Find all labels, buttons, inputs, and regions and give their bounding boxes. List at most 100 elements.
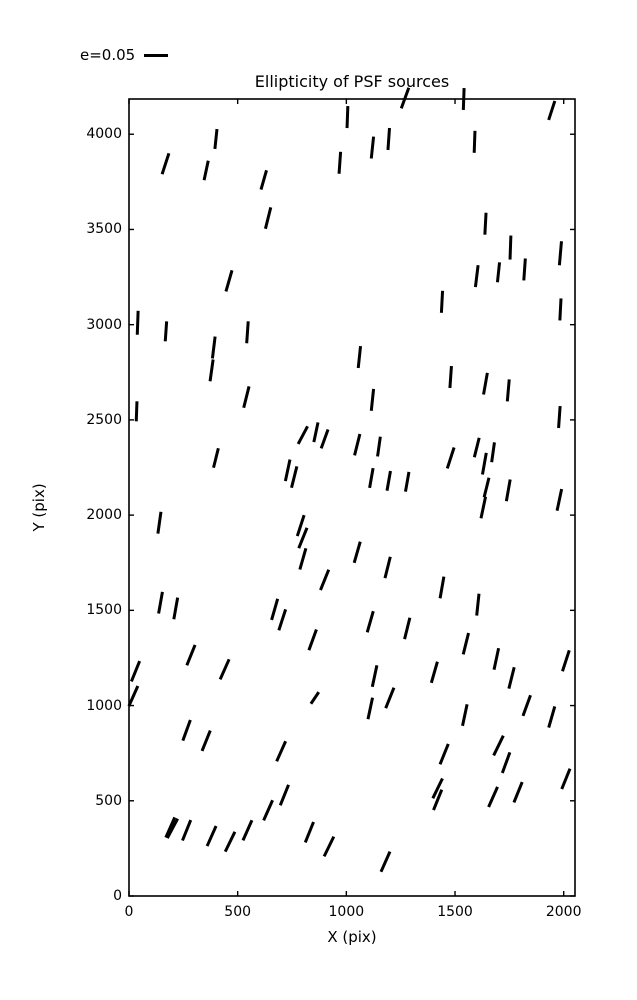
whisker-segment [508, 235, 513, 260]
whisker-segment [475, 593, 481, 616]
whisker-segment [500, 751, 512, 774]
whisker-segment [505, 379, 511, 402]
y-tick-label: 500 [95, 792, 122, 809]
whisker-segment [163, 321, 169, 342]
whisker-segment [385, 470, 392, 491]
whisker-segment [369, 136, 376, 159]
whisker-segment [210, 336, 217, 359]
whisker-segment [399, 87, 411, 109]
whisker-segment [278, 784, 290, 806]
whisker-segment [224, 269, 234, 292]
whisker-segment [369, 388, 376, 411]
whisker-segment [445, 447, 456, 469]
y-tick-label: 1000 [86, 697, 122, 714]
legend-label: e=0.05 [80, 46, 136, 64]
whisker-segment [512, 781, 524, 803]
whisker-segment [561, 649, 571, 672]
whisker-segment [438, 576, 446, 599]
whisker-segment [297, 527, 309, 549]
whisker-segment [270, 598, 280, 621]
whisker-segment [127, 685, 140, 707]
whisker-segment [242, 386, 251, 409]
whisker-segment [432, 789, 444, 811]
y-tick-label: 1500 [86, 602, 122, 619]
whisker-segment [403, 471, 411, 492]
whisker-segment [283, 459, 292, 482]
whisker-segment [557, 405, 562, 429]
whisker-segment [558, 298, 563, 321]
whisker-segment [438, 743, 450, 765]
whisker-segment [352, 541, 362, 564]
y-tick-label: 3500 [86, 221, 122, 238]
whisker-segment [172, 597, 180, 620]
whisker-segment [164, 816, 177, 839]
whisker-segment [403, 617, 412, 640]
whisker-segment [507, 666, 516, 689]
whisker-segment [337, 151, 343, 174]
whisker-segment [245, 321, 250, 344]
whisker-segment [156, 511, 163, 534]
whisker-segment [212, 447, 220, 469]
whisker-segment [429, 661, 439, 684]
whisker-segment [165, 817, 179, 839]
whisker-segment [181, 819, 193, 842]
whisker-segment [379, 851, 392, 873]
y-tick-label: 3000 [86, 316, 122, 333]
whisker-segment [356, 345, 363, 369]
whisker-segment [461, 632, 471, 655]
whisker-segment [322, 835, 336, 858]
whisker-segment [521, 694, 532, 717]
whisker-segment [366, 697, 375, 720]
whisker-segment [185, 644, 197, 666]
y-tick-label: 2000 [86, 507, 122, 524]
y-axis-title: Y (pix) [30, 483, 48, 532]
whisker-segment [472, 130, 477, 153]
whisker-segment [202, 160, 210, 181]
whisker-segment [504, 479, 512, 502]
whisker-segment [384, 687, 396, 709]
whisker-segment [309, 691, 320, 705]
x-tick-label: 1000 [328, 904, 365, 920]
x-tick-label: 2000 [545, 904, 582, 920]
whisker-segment [492, 647, 501, 670]
whisker-segment [461, 704, 469, 727]
whisker-segment [223, 831, 237, 853]
whisker-segment [200, 730, 212, 752]
whisker-segment [130, 660, 142, 683]
whisker-segment [555, 488, 564, 511]
page-title: Ellipticity of PSF sources [254, 72, 450, 91]
whisker-segment [483, 212, 488, 235]
whisker-segment [472, 437, 481, 458]
whisker-segment [439, 290, 445, 313]
whisker-segment [263, 206, 273, 230]
whisker-segment [370, 664, 379, 688]
ellipticity-scale-legend: e=0.05 [80, 45, 169, 65]
whisker-segment [487, 786, 499, 808]
whisker-segment [383, 556, 392, 579]
whisker-segment [319, 429, 330, 449]
whisker-segment [473, 265, 480, 288]
whisker-segment [345, 106, 350, 129]
whisker-segment [135, 310, 140, 335]
whisker-segment [490, 442, 496, 463]
y-tick-label: 0 [113, 888, 122, 904]
whisker-segment [319, 569, 331, 591]
whisker-series [127, 87, 572, 873]
x-tick-label: 500 [224, 904, 252, 920]
x-tick-label: 0 [124, 904, 134, 920]
x-tick-label: 1500 [437, 904, 473, 920]
y-tick-label: 4000 [86, 126, 122, 143]
whisker-segment [218, 658, 231, 681]
whisker-segment [522, 258, 527, 281]
whisker-segment [495, 262, 502, 283]
whisker-segment [259, 169, 268, 190]
whisker-segment [160, 152, 171, 175]
whisker-segment [290, 465, 299, 489]
whisker-segment [307, 629, 318, 651]
whisker-segment [208, 359, 215, 382]
whisker-segment [448, 365, 453, 389]
whisker-segment [181, 719, 192, 742]
axes-frame [128, 98, 576, 897]
